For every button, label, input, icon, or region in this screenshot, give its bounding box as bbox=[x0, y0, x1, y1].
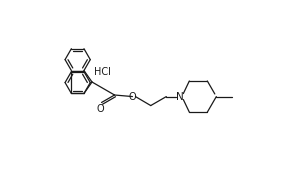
Text: O: O bbox=[129, 92, 136, 102]
Text: N: N bbox=[176, 92, 184, 102]
Text: HCl: HCl bbox=[94, 67, 111, 77]
Text: O: O bbox=[97, 103, 104, 114]
